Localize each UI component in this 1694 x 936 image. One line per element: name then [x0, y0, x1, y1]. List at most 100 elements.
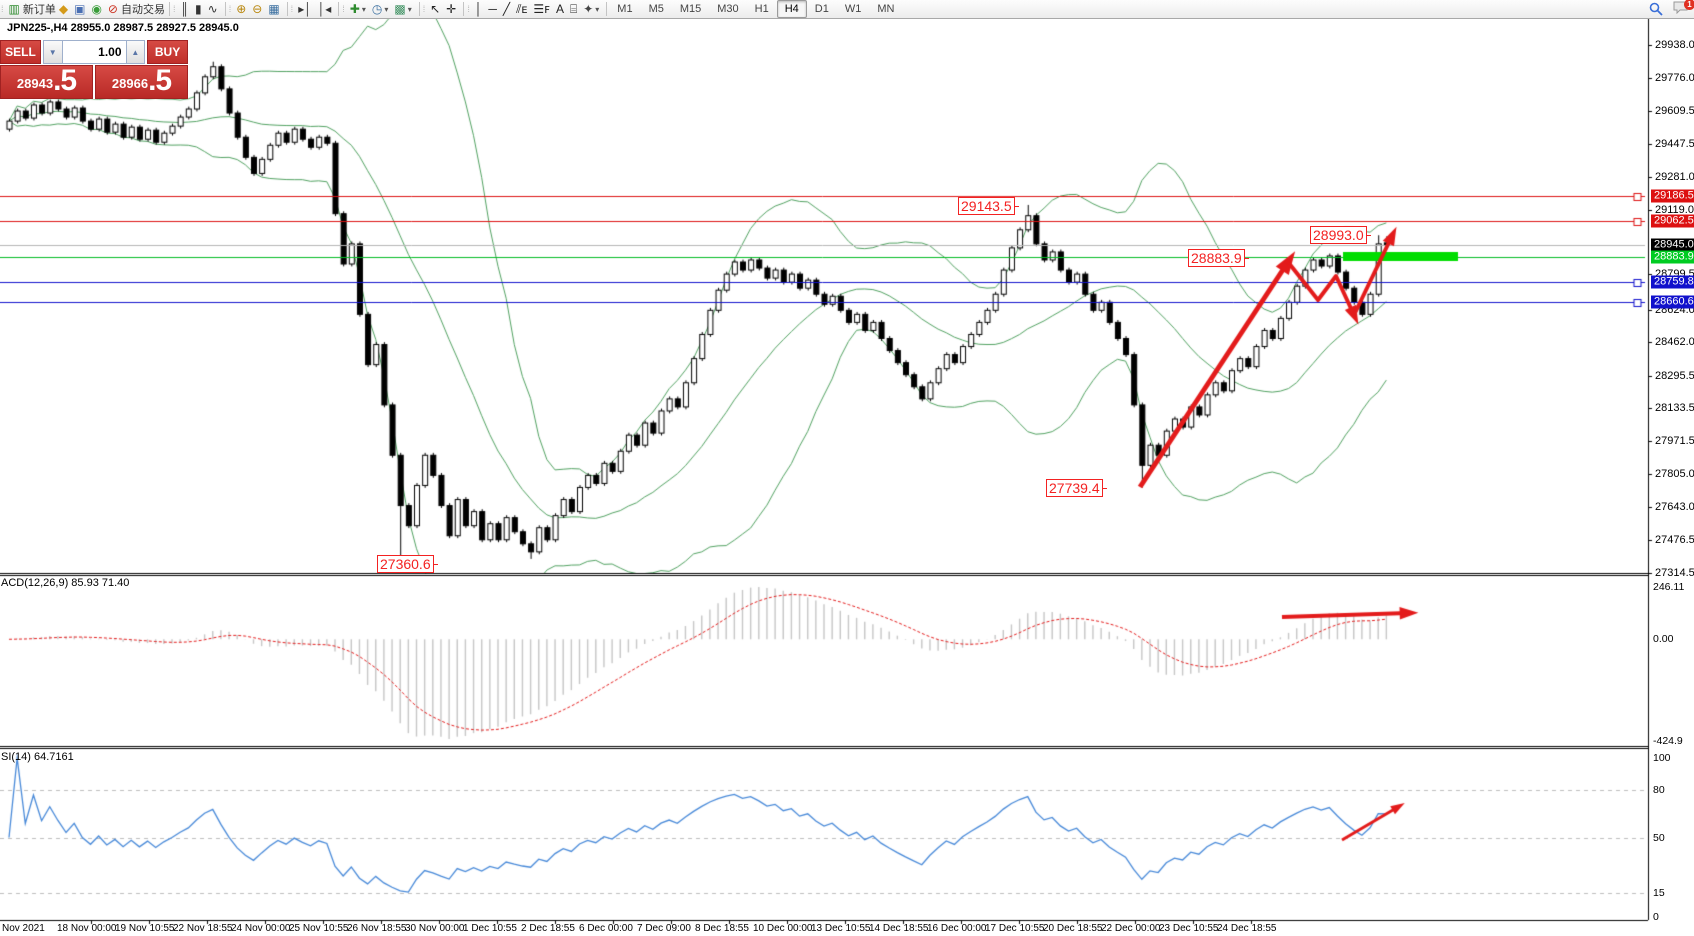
ask-main-digits: 28966	[111, 76, 149, 91]
price-annotation-label[interactable]: 27739.4	[1046, 479, 1107, 497]
toolbar-drag-handle[interactable]: ⁞	[342, 4, 344, 14]
candlestick-chart-icon[interactable]: ▮	[192, 1, 205, 17]
one-click-trade-panel: SELL ▼ ▲ BUY 28943 .5 28966 .5	[0, 40, 188, 99]
time-axis-label: 26 Nov 18:55	[347, 923, 407, 934]
signals-icon[interactable]: ◉	[88, 1, 104, 17]
text-label-icon[interactable]: ⌸	[567, 1, 580, 17]
main-toolbar: ⁞ ▥ 新订单 ◆ ▣ ◉ ⊘ 自动交易 ⁞ ║ ▮ ∿ ⁞ ⊕ ⊖ ▦ ⁞ ▸│ │◂ ⁞ ✚ ▾ ◷ ▾ ▩ ▾ ⁞ ↖ ✛ ⁞ │ ─ ╱…	[0, 0, 1694, 19]
chart-shift-icon[interactable]: │◂	[315, 1, 335, 17]
rsi-level-label: 100	[1653, 752, 1671, 764]
timeframe-button-h4[interactable]: H4	[776, 0, 807, 18]
time-axis-label: 17 Dec 10:55	[985, 923, 1045, 934]
cursor-icon[interactable]: ↖	[427, 1, 443, 17]
trendline-icon: ╱	[502, 2, 511, 16]
toolbar-drag-handle[interactable]: ⁞	[290, 4, 293, 14]
time-axis-label: 1 Dec 10:55	[463, 923, 517, 934]
trendline-icon[interactable]: ╱	[500, 1, 513, 17]
price-badge: 29186.5	[1651, 189, 1694, 203]
chat-icon[interactable]: 1	[1673, 0, 1694, 17]
fibonacci-icon[interactable]: ☰ꜰ	[530, 1, 553, 17]
price-annotation-label[interactable]: 29143.5	[958, 197, 1019, 215]
price-axis-tick: 29776.0	[1655, 71, 1694, 84]
tile-windows-icon[interactable]: ▦	[265, 1, 282, 17]
vertical-line-icon: │	[474, 2, 483, 16]
dropdown-arrow-icon[interactable]: ▾	[361, 4, 366, 14]
auto-scroll-icon[interactable]: ▸│	[295, 1, 315, 17]
toolbar-drag-handle[interactable]: ⁞	[1, 4, 3, 14]
toolbar-drag-handle[interactable]: ⁞	[422, 4, 425, 14]
equidistant-channel-icon: ⫽ᴇ	[516, 2, 528, 16]
market-watch-icon[interactable]: ▣	[71, 1, 88, 17]
chat-badge: 1	[1684, 0, 1694, 10]
timeframe-button-m30[interactable]: M30	[717, 3, 739, 15]
volume-decrease-button[interactable]: ▼	[42, 40, 63, 64]
macd-zero-label: 0.00	[1653, 633, 1674, 646]
cursor-icon: ↖	[430, 2, 441, 16]
search-icon[interactable]	[1649, 2, 1663, 16]
timeframe-button-mn[interactable]: MN	[877, 3, 895, 15]
new-order-icon[interactable]: ▥	[6, 1, 23, 17]
add-indicator-icon: ✚	[349, 2, 360, 16]
price-axis-tick: 27971.5	[1655, 434, 1694, 447]
time-axis-label: 19 Nov 10:55	[115, 923, 175, 934]
auto-trading-label[interactable]: 自动交易	[120, 4, 165, 16]
rsi-level-label: 0	[1653, 911, 1659, 923]
sell-button[interactable]: SELL	[0, 40, 41, 64]
add-indicator-icon[interactable]: ✚ ▾	[347, 1, 369, 17]
navigator-icon[interactable]: ◆	[56, 1, 71, 17]
template-icon[interactable]: ▩ ▾	[391, 1, 414, 17]
vertical-line-icon[interactable]: │	[472, 1, 486, 17]
ask-price[interactable]: 28966 .5	[95, 65, 188, 99]
period-clock-icon[interactable]: ◷ ▾	[369, 1, 392, 17]
toolbar-drag-handle[interactable]: ⁞	[228, 4, 231, 14]
timeframe-button-h1[interactable]: H1	[754, 3, 769, 15]
fibonacci-icon: ☰ꜰ	[533, 2, 550, 16]
zoom-in-icon[interactable]: ⊕	[233, 1, 249, 17]
rsi-level-label: 80	[1653, 783, 1665, 796]
price-axis-tick: 28133.5	[1655, 402, 1694, 415]
time-axis-label: 18 Nov 00:00	[57, 923, 117, 934]
equidistant-channel-icon[interactable]: ⫽ᴇ	[513, 1, 530, 17]
candlestick-chart-icon: ▮	[195, 2, 202, 16]
crosshair-icon[interactable]: ✛	[443, 1, 459, 17]
volume-increase-button[interactable]: ▲	[125, 40, 146, 64]
auto-scroll-icon: ▸│	[298, 2, 312, 16]
price-axis-tick: 29119.0	[1655, 203, 1694, 216]
toolbar-separator	[286, 2, 288, 16]
rsi-label: SI(14) 64.7161	[1, 751, 74, 763]
new-order-label[interactable]: 新订单	[22, 4, 56, 16]
horizontal-line-icon[interactable]: ─	[485, 1, 500, 17]
buy-button[interactable]: BUY	[147, 40, 188, 64]
price-axis-tick: 28295.5	[1655, 369, 1694, 382]
auto-trading-icon: ⊘	[107, 2, 118, 16]
price-annotation-label[interactable]: 28883.9	[1188, 249, 1249, 267]
timeframe-button-d1[interactable]: D1	[814, 3, 829, 15]
price-annotation-label[interactable]: 28993.0	[1310, 226, 1371, 244]
price-badge: 28883.9	[1651, 250, 1694, 264]
dropdown-arrow-icon[interactable]: ▾	[407, 4, 412, 14]
timeframe-button-m15[interactable]: M15	[679, 3, 702, 15]
toolbar-drag-handle[interactable]: ⁞	[467, 4, 469, 14]
volume-input[interactable]	[62, 40, 126, 64]
shapes-icon[interactable]: ✦ ▾	[580, 1, 602, 17]
timeframe-button-m5[interactable]: M5	[648, 3, 664, 15]
toolbar-drag-handle[interactable]: ⁞	[172, 4, 175, 14]
template-icon: ▩	[394, 2, 406, 16]
period-clock-icon: ◷	[371, 2, 383, 16]
time-axis-label: 22 Nov 18:55	[173, 923, 233, 934]
dropdown-arrow-icon[interactable]: ▾	[384, 4, 389, 14]
bid-price[interactable]: 28943 .5	[0, 65, 93, 99]
timeframe-button-w1[interactable]: W1	[844, 3, 862, 15]
price-annotation-label[interactable]: 27360.6	[377, 555, 438, 573]
time-axis-label: 23 Dec 10:55	[1159, 923, 1219, 934]
dropdown-arrow-icon[interactable]: ▾	[595, 4, 600, 14]
timeframe-button-m1[interactable]: M1	[617, 3, 633, 15]
auto-trading-icon[interactable]: ⊘	[105, 1, 121, 17]
bar-chart-icon: ║	[180, 2, 190, 16]
zoom-out-icon[interactable]: ⊖	[249, 1, 265, 17]
time-axis-label: 14 Dec 18:55	[869, 923, 929, 934]
bar-chart-icon[interactable]: ║	[178, 1, 193, 17]
line-chart-icon[interactable]: ∿	[205, 1, 221, 17]
text-icon[interactable]: A	[553, 1, 567, 17]
